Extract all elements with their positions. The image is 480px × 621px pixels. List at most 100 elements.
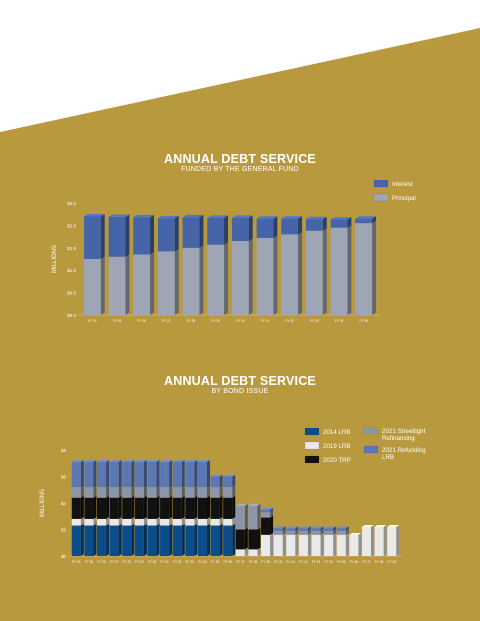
x-tick-label: FY 25 — [113, 319, 122, 323]
bar-side-2021-streetlight-refinancing — [244, 503, 248, 530]
y-tick-label: $6 — [61, 475, 67, 480]
x-tick-label: FY 34 — [198, 560, 207, 564]
bar-principal-fy-26 — [133, 254, 151, 315]
bar-side-2014-lrb — [219, 523, 223, 556]
bar-side-interest — [298, 216, 303, 235]
bar-side-interest — [150, 214, 155, 255]
legend-label-2019-lrb: 2019 LRB — [323, 443, 351, 450]
bar-side-principal — [199, 245, 204, 315]
bar-2021-refunding-lrb-fy-27 — [109, 461, 119, 488]
legend-label-interest: Interest — [392, 181, 413, 188]
bar-side-2019-lrb — [257, 547, 261, 556]
legend-swatch-2020-trp — [304, 455, 320, 464]
bar-side-interest — [273, 216, 278, 238]
chart2-plot: $0 $2 $4 $6 $8 MILLIONS FY 24 FY 25 FY 26 FY 27 FY… — [40, 426, 426, 564]
bar-2021-streetlight-refinancing-fy-29 — [134, 487, 144, 498]
bar-2014-lrb-fy-34 — [197, 525, 208, 556]
bar-top — [336, 526, 349, 529]
bar-top — [96, 460, 110, 462]
bar-side-2021-streetlight-refinancing — [194, 485, 198, 498]
bar-side-2014-lrb — [232, 523, 236, 556]
bar-principal-fy-34 — [330, 227, 348, 315]
bar-2020-trp-fy-31 — [160, 497, 170, 519]
x-tick-label: FY 27 — [110, 560, 119, 564]
bar-2021-streetlight-refinancing-fy-36 — [223, 487, 233, 498]
bar-side-principal — [174, 248, 179, 315]
bar-side-2019-lrb — [207, 517, 211, 526]
bar-side-interest — [224, 215, 229, 245]
bar-principal-fy-31 — [256, 237, 274, 315]
bar-2020-trp-fy-25 — [84, 497, 94, 519]
bar-side-2021-streetlight-refinancing — [118, 485, 122, 498]
bar-principal-fy-33 — [305, 230, 323, 315]
bar-top — [207, 215, 229, 218]
legend-swatch-2021-streetlight-refinancing — [363, 426, 379, 435]
bar-side-2021-refunding-lrb — [232, 474, 236, 488]
bar-top — [273, 526, 286, 529]
bar-2021-streetlight-refinancing-fy-41 — [286, 530, 296, 535]
x-tick-label: FY 34 — [335, 319, 344, 323]
x-tick-label: FY 36 — [223, 560, 232, 564]
bar-side-2014-lrb — [118, 523, 122, 556]
bar-side-2021-refunding-lrb — [131, 460, 135, 488]
bar-top — [71, 460, 84, 462]
bar-side-2019-lrb — [93, 517, 97, 526]
bar-side-2021-streetlight-refinancing — [232, 485, 236, 498]
bar-side-principal — [248, 238, 253, 315]
bar-2019-lrb-fy-26 — [96, 518, 107, 526]
x-tick-label: FY 46 — [350, 560, 359, 564]
bar-2014-lrb-fy-25 — [84, 525, 94, 556]
x-tick-label: FY 33 — [186, 560, 195, 564]
bar-top — [235, 503, 248, 506]
bar-side-2021-streetlight-refinancing — [307, 529, 311, 535]
bar-interest-fy-28 — [182, 217, 200, 248]
bar-2019-lrb-fy-32 — [172, 518, 182, 526]
bar-2021-refunding-lrb-fy-24 — [71, 461, 81, 488]
bar-2014-lrb-fy-30 — [147, 525, 157, 556]
x-tick-label: FY 24 — [88, 319, 97, 323]
legend-swatch-2021-refunding-lrb — [363, 445, 379, 454]
bar-interest-fy-31 — [256, 218, 274, 238]
bar-side-2019-lrb — [320, 533, 324, 556]
bar-side-2019-lrb — [131, 517, 135, 526]
bar-top — [182, 214, 204, 218]
bar-side-interest — [125, 214, 130, 257]
bar-2020-trp-fy-35 — [210, 497, 220, 519]
bar-side-2014-lrb — [207, 523, 211, 556]
bar-2020-trp-fy-28 — [122, 497, 132, 519]
bar-2021-streetlight-refinancing-fy-32 — [172, 487, 182, 498]
bar-side-2019-lrb — [244, 547, 248, 556]
x-tick-label: FY 31 — [261, 319, 270, 323]
x-tick-label: FY 25 — [85, 560, 94, 564]
bar-side-2019-lrb — [295, 533, 299, 556]
bar-top — [108, 214, 130, 217]
bar-side-2019-lrb — [80, 517, 84, 526]
x-tick-label: FY 26 — [97, 560, 106, 564]
bar-side-2021-streetlight-refinancing — [219, 485, 223, 498]
bar-top — [157, 215, 179, 219]
bar-2014-lrb-fy-24 — [71, 525, 81, 556]
bar-side-2021-refunding-lrb — [307, 526, 311, 531]
bar-2019-lrb-fy-48 — [374, 526, 384, 556]
bar-top — [83, 214, 105, 217]
bar-2019-lrb-fy-39 — [260, 534, 271, 556]
bar-side-2020-trp — [118, 495, 122, 519]
bar-principal-fy-28 — [182, 247, 200, 315]
bar-side-2019-lrb — [106, 517, 110, 526]
bar-top — [298, 526, 311, 529]
bar-2021-streetlight-refinancing-fy-25 — [84, 487, 94, 498]
bar-2020-trp-fy-24 — [71, 497, 81, 519]
bar-side-2021-streetlight-refinancing — [207, 485, 211, 498]
bar-side-2021-streetlight-refinancing — [106, 485, 110, 498]
bar-side-2021-refunding-lrb — [80, 460, 84, 488]
bar-side-interest — [372, 216, 377, 224]
bar-2021-streetlight-refinancing-fy-45 — [336, 530, 346, 535]
bar-side-principal — [322, 228, 327, 315]
bar-2021-refunding-lrb-fy-25 — [84, 461, 94, 488]
bar-2021-refunding-lrb-fy-30 — [147, 461, 157, 488]
x-tick-label: FY 41 — [287, 560, 296, 564]
y-tick-label: $0.5 — [67, 291, 76, 296]
bar-2021-streetlight-refinancing-fy-27 — [109, 487, 119, 498]
bar-side-2021-streetlight-refinancing — [345, 529, 349, 535]
bar-side-2019-lrb — [345, 533, 349, 556]
